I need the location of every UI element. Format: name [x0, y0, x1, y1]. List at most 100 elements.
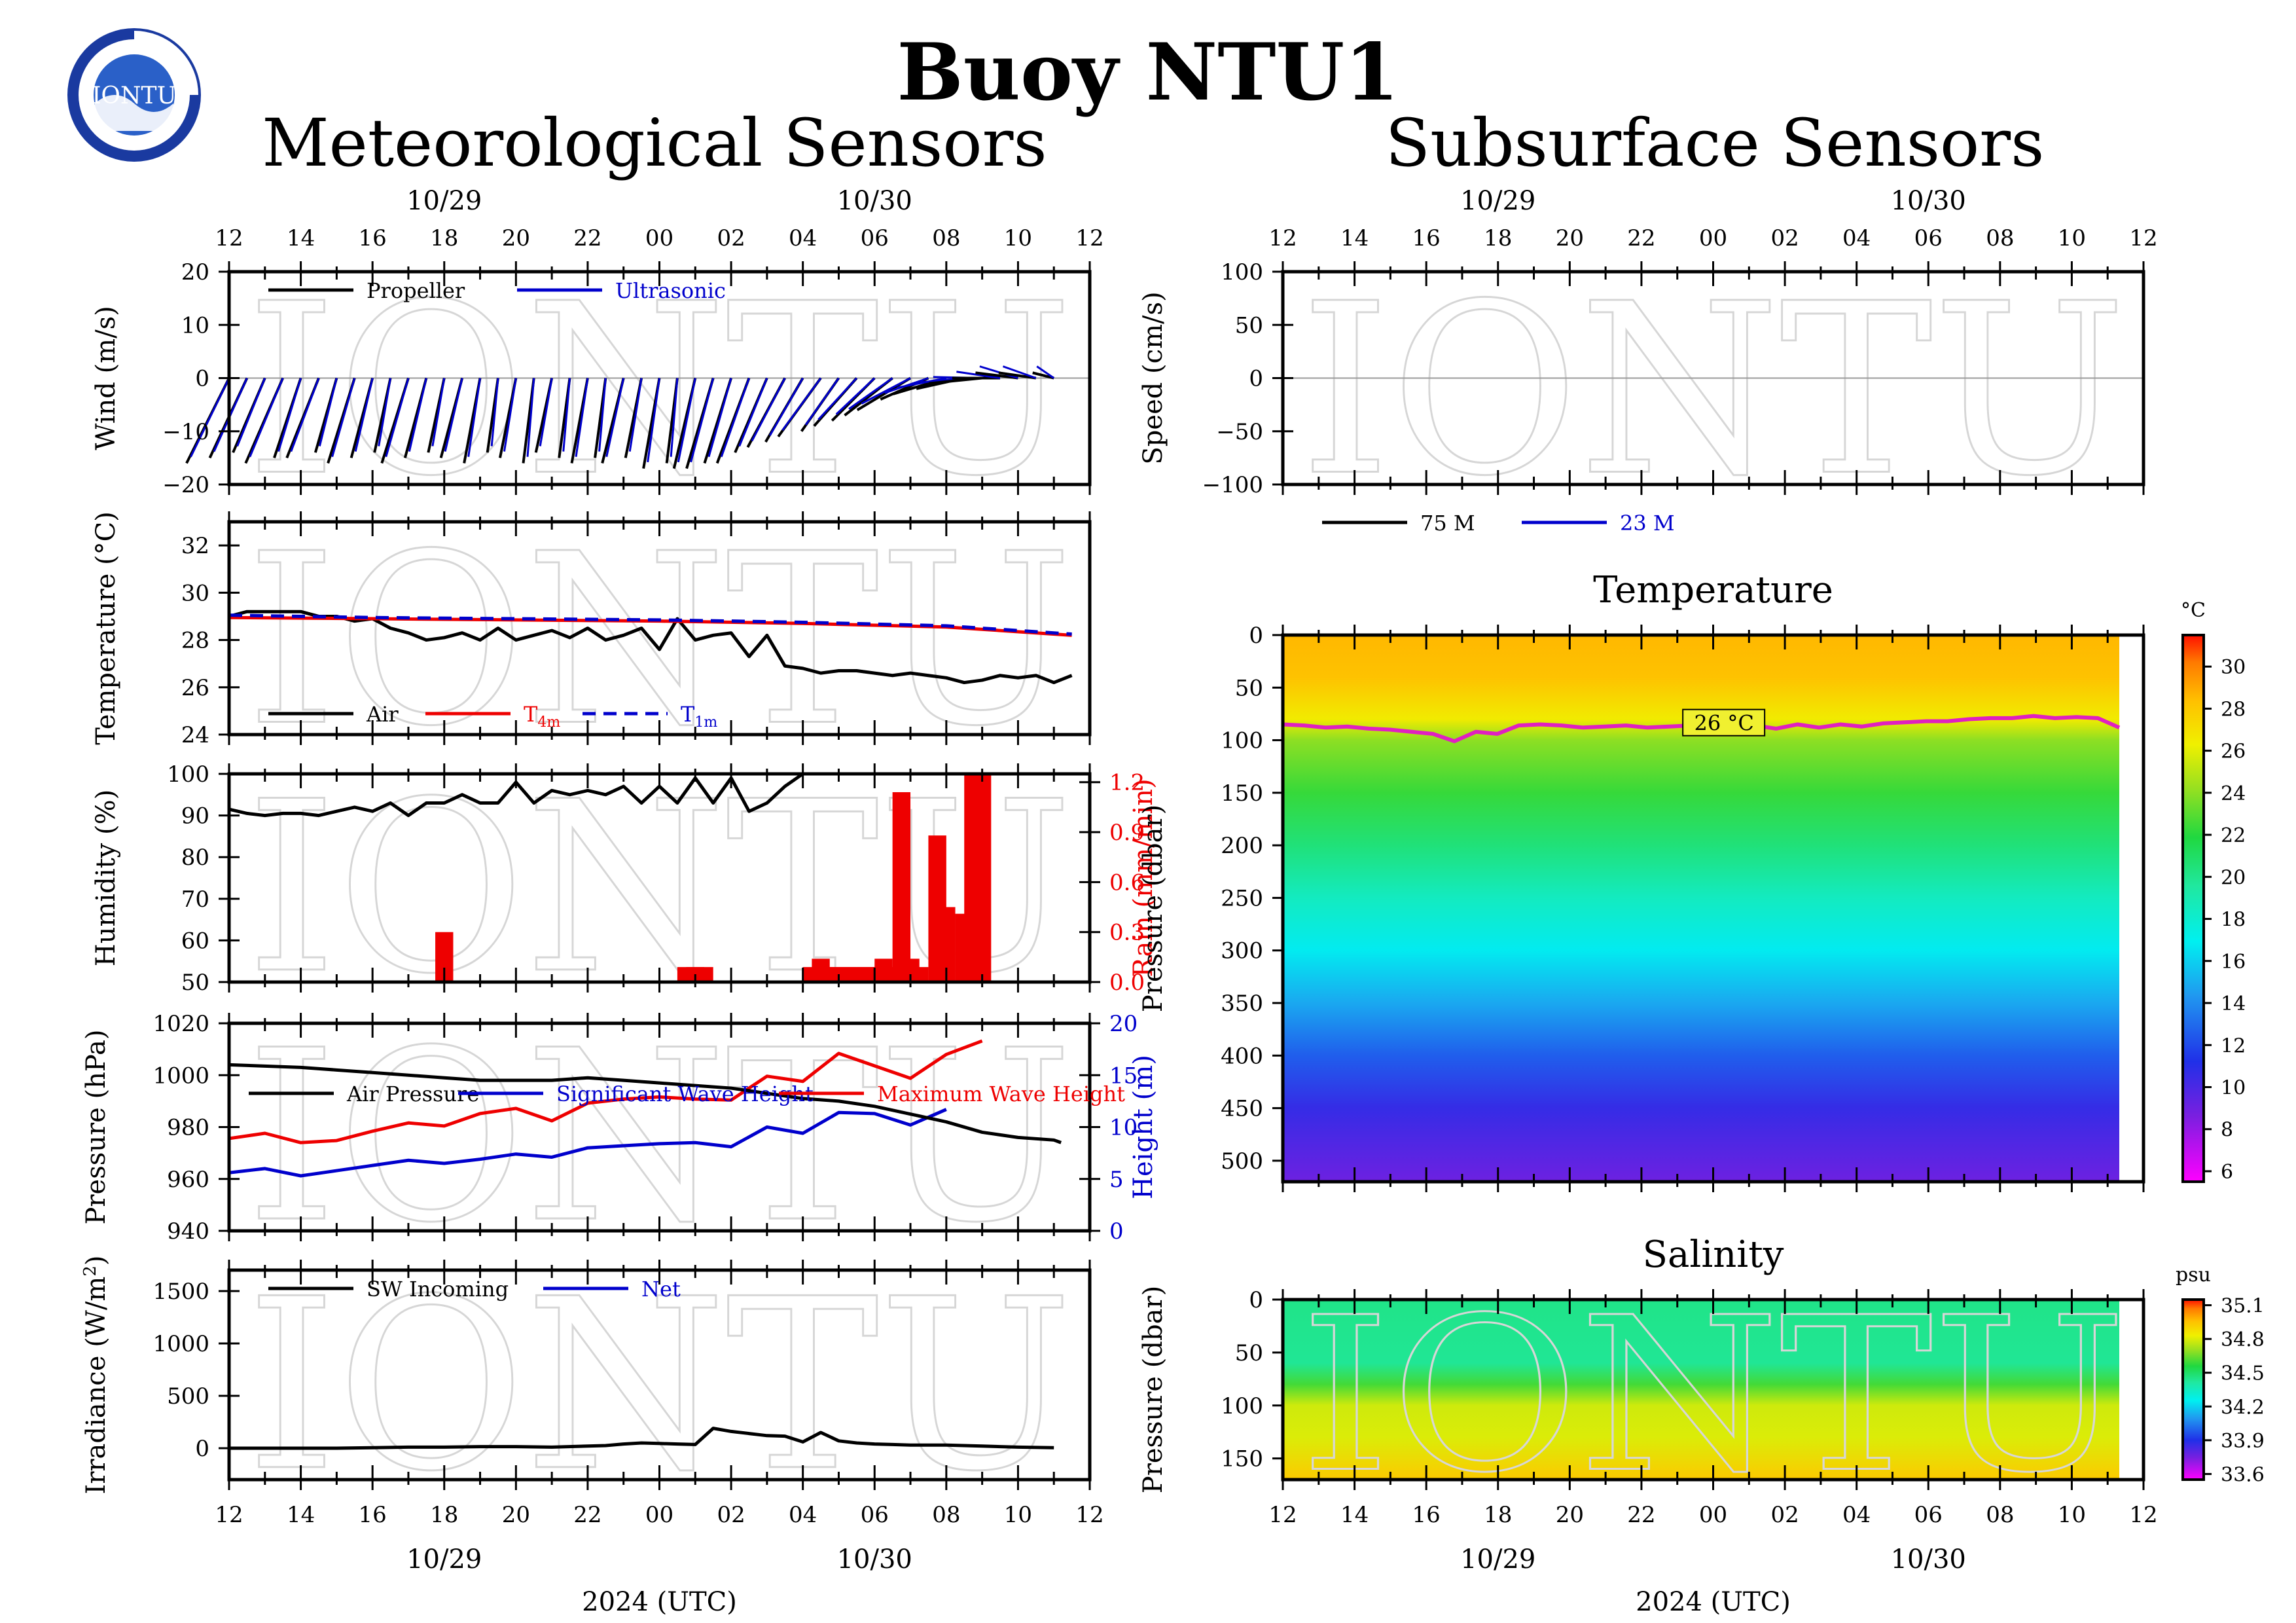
y-tick-label: 90: [181, 803, 209, 830]
y-tick-label: −10: [162, 419, 209, 445]
colorbar-tick-label: 20: [2221, 866, 2246, 889]
y-tick-label: 70: [181, 886, 209, 913]
wind-vector-ultrasonic: [670, 378, 679, 457]
date-label-top: 10/29: [1460, 186, 1535, 216]
wind-vector-propeller: [998, 371, 1037, 380]
y-tick-label: −100: [1202, 472, 1263, 498]
colorbar-unit: psu: [2176, 1264, 2211, 1286]
x-tick-label: 10: [2058, 225, 2086, 251]
colorbar-unit: °C: [2181, 599, 2206, 622]
y-tick-label: 20: [181, 259, 209, 285]
y-tick-label: 50: [1235, 675, 1263, 701]
x-tick-label: 14: [287, 1502, 315, 1528]
wind-vector-ultrasonic: [290, 377, 320, 452]
wind-vector-ultrasonic: [318, 378, 338, 447]
colorbar-tick-label: 18: [2221, 909, 2246, 932]
x-tick-label: 08: [932, 225, 960, 251]
x-tick-label: 12: [1075, 225, 1103, 251]
sw-incoming-line: [229, 1427, 1054, 1450]
salinity-colorbar: [2181, 1298, 2205, 1481]
y-tick-label: 30: [181, 580, 209, 606]
wind-vector-ultrasonic: [385, 378, 410, 458]
x-tick-label: 10: [1004, 1502, 1032, 1528]
wind-vector-ultrasonic: [526, 378, 535, 457]
wind-vector-ultrasonic: [768, 377, 804, 436]
wind-vector-ultrasonic: [720, 378, 750, 458]
x-tick-label: 02: [1770, 225, 1799, 251]
x-axis-label: 2024 (UTC): [582, 1587, 737, 1617]
wind-vector-ultrasonic: [562, 378, 571, 452]
x-tick-label: 12: [1268, 1502, 1297, 1528]
y-tick-label-right: 5: [1109, 1167, 1124, 1193]
x-tick-label: 08: [1986, 225, 2014, 251]
y-tick-label-right: 20: [1109, 1011, 1138, 1037]
wind-vector-ultrasonic: [781, 377, 822, 431]
wind-vector-ultrasonic: [817, 377, 857, 420]
wind-vector-ultrasonic: [408, 378, 427, 452]
y-tick-label: 1500: [152, 1279, 209, 1305]
wind-vector-ultrasonic: [738, 377, 768, 447]
y-tick-label-right: 15: [1109, 1063, 1138, 1089]
x-tick-label: 16: [1412, 225, 1441, 251]
colorbar-tick-label: 34.5: [2221, 1362, 2265, 1385]
colorbar-tick-label: 12: [2221, 1034, 2246, 1057]
section-title-meteorological: Meteorological Sensors: [262, 105, 1047, 181]
x-tick-label: 00: [645, 1502, 673, 1528]
x-tick-label: 08: [932, 1502, 960, 1528]
x-tick-label: 18: [1484, 225, 1512, 251]
y-tick-label: 960: [167, 1167, 209, 1193]
y-tick-label: 150: [1221, 780, 1263, 807]
wind-vector-ultrasonic: [354, 378, 374, 452]
rain-bar: [973, 774, 992, 982]
colorbar-tick-label: 30: [2221, 656, 2246, 679]
colorbar-tick-label: 22: [2221, 824, 2246, 847]
x-tick-label: 20: [1556, 1502, 1584, 1528]
wind-vector-ultrasonic: [490, 378, 499, 447]
wind-vector-ultrasonic: [835, 377, 876, 415]
x-tick-label: 04: [1842, 1502, 1871, 1528]
colorbar-tick-label: 8: [2221, 1119, 2233, 1142]
colorbar-tick-label: 28: [2221, 698, 2246, 721]
x-tick-label: 10: [2058, 1502, 2086, 1528]
y-tick-label-right: 1.2: [1109, 770, 1145, 796]
y-tick-label: −20: [162, 472, 209, 498]
pressure-ylabel: Pressure (hPa): [81, 1030, 111, 1225]
y-tick-label: 300: [1221, 938, 1263, 964]
y-tick-label: 24: [181, 722, 209, 748]
x-tick-label: 04: [789, 1502, 817, 1528]
date-label-bottom: 10/29: [1460, 1544, 1535, 1575]
x-tick-label: 22: [1627, 1502, 1655, 1528]
wind-vector-ultrasonic: [848, 377, 893, 410]
wind-vector-ultrasonic: [331, 378, 356, 458]
section-title-subsurface: Subsurface Sensors: [1385, 105, 2045, 181]
y-tick-label: 50: [1235, 312, 1263, 338]
wind-vector-ultrasonic: [861, 377, 911, 405]
y-tick-label: 150: [1221, 1446, 1263, 1472]
y-tick-label: 0: [1249, 623, 1263, 649]
rain-ylabel: Rain (mm/min): [1128, 778, 1158, 977]
y-tick-label: 26: [181, 675, 209, 701]
y-tick-label: 940: [167, 1218, 209, 1245]
x-tick-label: 12: [2129, 1502, 2157, 1528]
x-tick-label: 12: [1075, 1502, 1103, 1528]
x-tick-label: 06: [1914, 225, 1943, 251]
y-tick-label: 100: [1221, 728, 1263, 754]
y-tick-label: 0: [1249, 1287, 1263, 1313]
speed-ylabel: Speed (cm/s): [1138, 291, 1168, 464]
temperature-line-2: [228, 613, 1072, 636]
legend-sw-incoming: SW Incoming: [367, 1277, 509, 1302]
wind-vector-ultrasonic: [467, 378, 482, 457]
colorbar-tick-label: 35.1: [2221, 1295, 2265, 1318]
y-tick-label: 0: [1249, 366, 1263, 392]
colorbar-tick-label: 6: [2221, 1161, 2233, 1184]
legend-net: Net: [641, 1277, 681, 1302]
y-tick-label: −50: [1216, 419, 1263, 445]
wind-vector-ultrasonic: [249, 377, 284, 458]
legend-75m: 75 M: [1420, 511, 1475, 536]
y-tick-label-right: 0.9: [1109, 820, 1145, 846]
y-tick-label: 100: [1221, 259, 1263, 285]
date-label-top: 10/30: [837, 186, 912, 216]
colorbar-tick-label: 33.6: [2221, 1463, 2265, 1486]
date-label-bottom: 10/29: [406, 1544, 482, 1575]
